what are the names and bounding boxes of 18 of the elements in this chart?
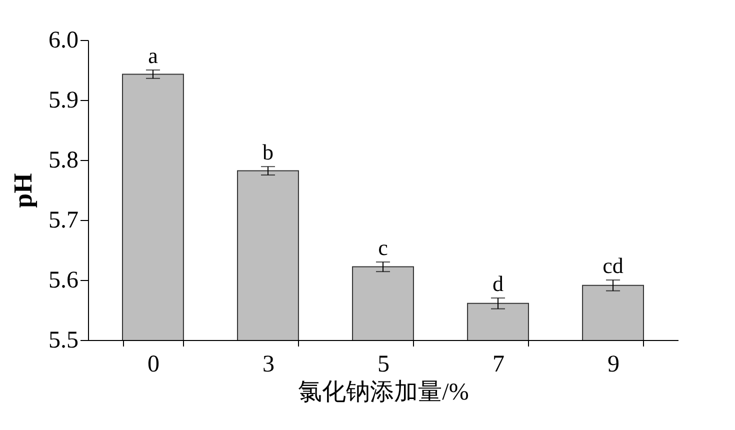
- y-tick-label: 5.7: [48, 208, 78, 234]
- annotation: cd: [602, 253, 624, 278]
- x-tick-label: 3: [262, 352, 274, 378]
- x-tick-label: 0: [147, 352, 160, 378]
- x-tick-label: 5: [378, 352, 390, 378]
- x-tick-label: 9: [608, 352, 620, 378]
- y-tick-label: 5.5: [48, 328, 78, 354]
- y-tick-label: 6.0: [48, 28, 78, 54]
- x-tick-label: 7: [492, 352, 505, 378]
- annotation: b: [262, 140, 274, 165]
- y-tick-label: 5.6: [48, 268, 78, 294]
- y-axis-title: pH: [8, 173, 38, 208]
- y-tick-label: 5.9: [48, 88, 78, 114]
- x-axis-title: 氯化钠添加量/%: [298, 380, 469, 406]
- y-tick-label: 5.8: [48, 148, 78, 174]
- annotation: c: [378, 235, 388, 260]
- annotation: a: [148, 43, 158, 68]
- annotation: d: [492, 271, 504, 296]
